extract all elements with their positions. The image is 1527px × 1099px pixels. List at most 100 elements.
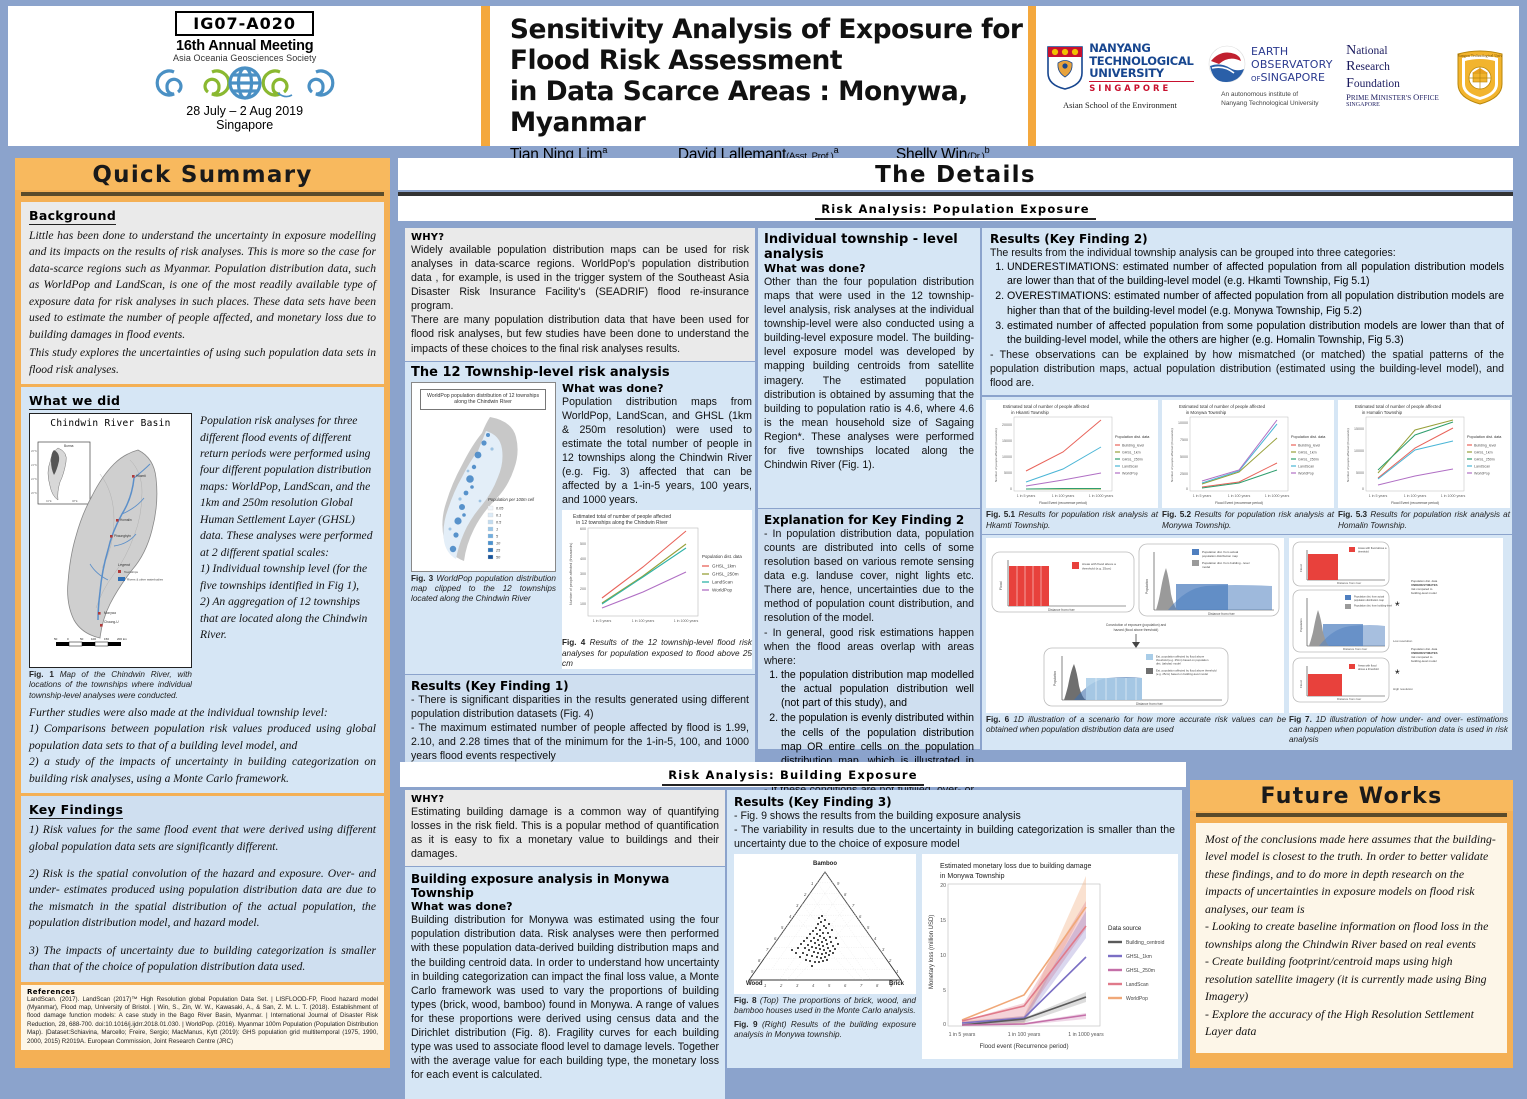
why-block-building: WHY? Estimating building damage is a com…	[405, 790, 725, 867]
results-kf2-list: UNDERESTIMATIONS: estimated number of af…	[990, 260, 1504, 347]
svg-text:Population: Population	[1053, 671, 1057, 686]
fig7-diagram: Flood Distance from river Areas with flo…	[1289, 537, 1503, 713]
svg-text:7: 7	[766, 947, 769, 952]
svg-text:Building_centroid: Building_centroid	[1126, 940, 1165, 946]
svg-text:1 in 1000 years: 1 in 1000 years	[1265, 494, 1290, 498]
svg-text:3: 3	[796, 983, 799, 988]
svg-text:0: 0	[1010, 487, 1012, 491]
further-studies-text: Further studies were also made at the in…	[29, 705, 376, 785]
background-text: Little has been done to understand the u…	[29, 229, 376, 341]
svg-text:1 in 5 years: 1 in 5 years	[1193, 494, 1212, 498]
references-section: References LandScan. (2017). LandScan (2…	[21, 984, 384, 1050]
svg-text:8: 8	[876, 983, 879, 988]
svg-text:Flood event (Recurrence period: Flood event (Recurrence period)	[979, 1043, 1068, 1050]
nrf-sub1: PRIME MINISTER'S OFFICE	[1346, 92, 1439, 103]
svg-text:Population dist. data: Population dist. data	[1467, 435, 1502, 439]
svg-text:Estimated total of number of p: Estimated total of number of people affe…	[573, 514, 671, 520]
svg-text:Distance from river: Distance from river	[1343, 647, 1367, 651]
eos-line3: SINGAPORE	[1260, 70, 1325, 84]
svg-text:1 in 100 years: 1 in 100 years	[632, 619, 655, 623]
svg-text:2: 2	[888, 958, 892, 963]
svg-text:0: 0	[67, 637, 69, 641]
results-kf1-heading: Results (Key Finding 1)	[411, 679, 569, 693]
svg-text:2500: 2500	[1180, 472, 1188, 476]
svg-text:1 in 100 years: 1 in 100 years	[1228, 494, 1251, 498]
svg-text:Bamboo: Bamboo	[813, 861, 837, 867]
what-we-did-text: Population risk analyses for three diffe…	[200, 414, 373, 641]
fig4-caption-text: Results of the 12 township-level flood r…	[562, 638, 752, 668]
svg-text:Population: Population	[1299, 618, 1303, 632]
svg-text:7: 7	[852, 903, 855, 908]
results-kf3-r1: - Fig. 9 shows the results from the buil…	[734, 810, 1021, 822]
svg-text:Population dist. data: Population dist. data	[1291, 435, 1326, 439]
svg-text:200 km: 200 km	[117, 637, 127, 641]
figure-3: WorldPop population distribution of 12 t…	[411, 381, 556, 669]
future-works-text: Most of the conclusions made here assume…	[1205, 832, 1496, 1038]
background-section: Background Little has been done to under…	[21, 202, 384, 385]
svg-text:0: 0	[1186, 487, 1188, 491]
key-finding-2: 2) Risk is the spatial convolution of th…	[29, 867, 376, 930]
poster-header: IG07-A020 16th Annual Meeting Asia Ocean…	[8, 6, 1519, 191]
svg-text:LandScan: LandScan	[1126, 982, 1149, 988]
svg-text:200: 200	[580, 587, 586, 591]
individual-township-block: Individual township - level analysis Wha…	[758, 228, 980, 508]
svg-text:threshold: threshold	[1358, 549, 1369, 553]
svg-text:6: 6	[774, 936, 777, 941]
fig9-chart: Estimated monetary loss due to building …	[922, 854, 1178, 1060]
svg-text:1: 1	[896, 969, 898, 974]
quick-summary-panel: Quick Summary Background Little has been…	[15, 158, 390, 1068]
fig52-chart: Estimated total of number of people affe…	[1162, 400, 1334, 509]
nrf-logo: National Research Foundation PRIME MINIS…	[1346, 43, 1439, 110]
svg-text:4: 4	[789, 914, 792, 919]
svg-text:600: 600	[580, 527, 586, 531]
svg-text:Building_level: Building_level	[1298, 444, 1320, 448]
svg-text:above a threshold: above a threshold	[1358, 667, 1379, 671]
figure-9: Estimated monetary loss due to building …	[922, 854, 1178, 1060]
svg-text:UNDERESTIMATES: UNDERESTIMATES	[1411, 651, 1438, 655]
svg-text:5: 5	[943, 988, 946, 994]
svg-text:6: 6	[844, 983, 847, 988]
svg-text:Estimated total of number of p: Estimated total of number of people affe…	[1179, 404, 1266, 409]
svg-text:LandScan: LandScan	[1122, 465, 1138, 469]
what-done-text-ind: Other than the four population distribut…	[764, 276, 974, 472]
results-kf1-b1: - There is significant disparities in th…	[411, 694, 749, 721]
svg-text:in Monywa Township: in Monywa Township	[940, 873, 1005, 880]
svg-text:500: 500	[580, 542, 586, 546]
references-heading: References	[27, 987, 76, 996]
svg-text:25: 25	[495, 548, 501, 552]
results-kf2-heading: Results (Key Finding 2)	[990, 232, 1148, 246]
svg-text:Population per 100m cell: Population per 100m cell	[488, 497, 535, 502]
fig1-map-title: Chindwin River Basin	[50, 418, 171, 430]
fig53-chart: Estimated total of number of people affe…	[1338, 400, 1510, 509]
nrf-line2: Research	[1346, 59, 1390, 75]
poster-title-line2: in Data Scarce Areas : Monywa, Myanmar	[509, 76, 968, 138]
svg-text:Flood Event (recurrence period: Flood Event (recurrence period)	[1039, 501, 1087, 505]
fig6-caption: Fig. 6 1D illustration of a scenario for…	[986, 715, 1286, 736]
details-banner: The Details	[398, 158, 1513, 190]
eos-subtitle: An autonomous institute of Nanyang Techno…	[1221, 91, 1319, 107]
svg-text:Number of people affected (tho: Number of people affected (thousands)	[1170, 429, 1174, 483]
quick-summary-banner: Quick Summary	[15, 158, 390, 190]
twelve-township-heading: The 12 Township-level risk analysis	[411, 364, 670, 380]
svg-text:100: 100	[580, 602, 586, 606]
fig9-caption: Fig. 9 (Right) Results of the building e…	[734, 1020, 916, 1041]
figure-1: Chindwin River Basin Burma 26°N 24°N 22°N 2…	[29, 413, 192, 701]
svg-text:risk compared to: risk compared to	[1411, 655, 1433, 659]
svg-text:24°N: 24°N	[31, 463, 37, 467]
svg-text:*: *	[1395, 599, 1400, 613]
svg-text:Convolution of exposure (popul: Convolution of exposure (population) and	[1106, 623, 1166, 627]
details-rule	[398, 192, 1513, 196]
figures-67-row: Flood Distance from river Areas with flo…	[982, 534, 1512, 750]
svg-text:Population dist. data: Population dist. data	[1115, 435, 1150, 439]
svg-text:Monetary loss (million USD): Monetary loss (million USD)	[929, 915, 935, 989]
svg-text:150: 150	[104, 637, 109, 641]
fig52-caption-label: Fig. 5.2	[1162, 510, 1192, 520]
fig8-ternary-chart: Bamboo 1 2 3 4 5 6 7 8 9 9 8 7 6	[734, 854, 916, 995]
what-done-heading-building: What was done?	[411, 900, 513, 914]
svg-text:*: *	[1395, 667, 1400, 681]
svg-text:Distance from river: Distance from river	[1208, 612, 1236, 616]
fig1-caption-text: Map of the Chindwin River, with location…	[29, 670, 192, 700]
explanation-kf2-heading: Explanation for Key Finding 2	[764, 513, 965, 527]
svg-text:Burma: Burma	[64, 444, 74, 448]
section-banner-population: Risk Analysis: Population Exposure	[398, 196, 1513, 221]
